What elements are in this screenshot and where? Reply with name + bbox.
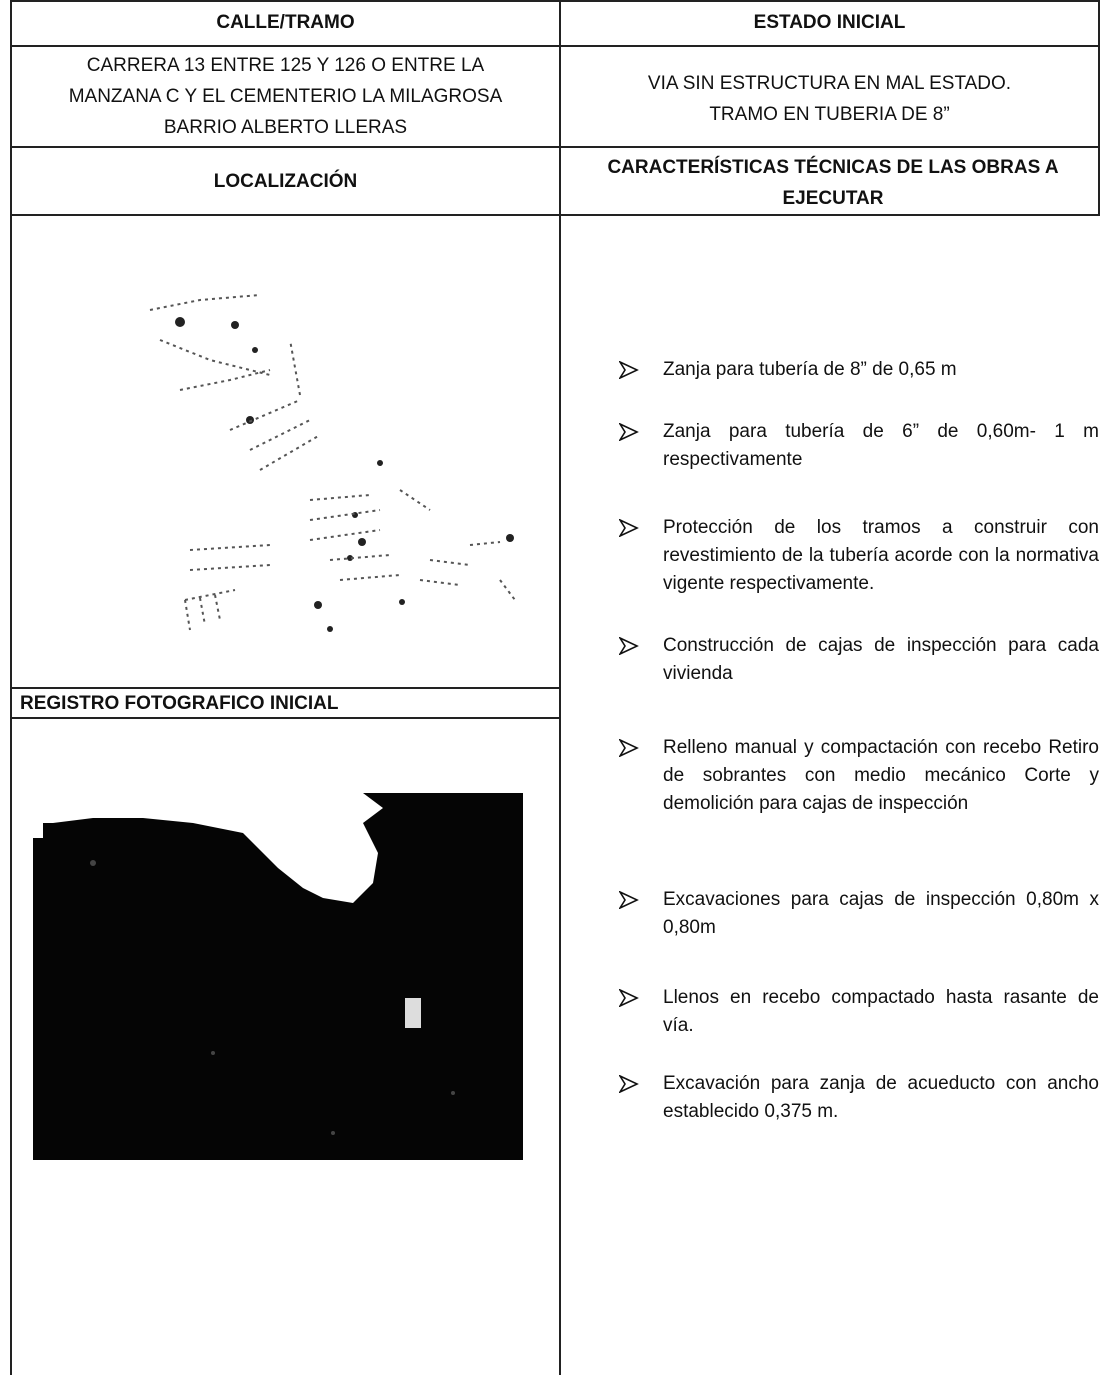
text-line: CARRERA 13 ENTRE 125 Y 126 O ENTRE LA — [86, 55, 485, 76]
bullet — [619, 891, 639, 909]
initial-photo — [33, 793, 523, 1160]
item-text: Llenos en recebo compactado hasta rasant… — [663, 987, 1099, 1036]
rule — [10, 717, 560, 719]
rule — [1098, 0, 1100, 215]
item-text: Zanja para tubería de 6” de 0,60m- 1 m r… — [663, 421, 1099, 470]
bullet — [619, 739, 639, 757]
header: ESTADO INICIAL — [753, 12, 906, 33]
section-header: CARACTERÍSTICAS TÉCNICAS DE LAS OBRAS A … — [607, 157, 1059, 209]
bullet — [619, 519, 639, 537]
rule — [10, 687, 560, 689]
rule — [10, 0, 1100, 2]
text-line: VIA SIN ESTRUCTURA EN MAL ESTADO. — [647, 73, 1012, 94]
text-line: BARRIO ALBERTO LLERAS — [163, 117, 408, 138]
item-text: Protección de los tramos a construir con… — [663, 517, 1099, 594]
rule — [10, 146, 1100, 148]
rule — [10, 45, 1100, 47]
bullet — [619, 1075, 639, 1093]
bullet — [619, 423, 639, 441]
section-header: LOCALIZACIÓN — [213, 171, 358, 192]
location-map — [149, 294, 516, 632]
text-line: TRAMO EN TUBERIA DE 8” — [709, 104, 950, 125]
item-text: Construcción de cajas de inspección para… — [663, 635, 1099, 684]
bullet — [619, 637, 639, 655]
item-text: Excavaciones para cajas de inspección 0,… — [663, 889, 1099, 938]
header: CALLE/TRAMO — [216, 12, 355, 33]
state-cell: VIA SIN ESTRUCTURA EN MAL ESTADO. TRAMO … — [561, 68, 1098, 130]
item-text: Relleno manual y compactación con recebo… — [663, 737, 1099, 814]
item-text: Excavación para zanja de acueducto con a… — [663, 1073, 1099, 1122]
bullet — [619, 989, 639, 1007]
rule — [10, 0, 12, 1375]
bullet — [619, 361, 639, 379]
item-text: Zanja para tubería de 8” de 0,65 m — [663, 359, 957, 380]
location-cell: CARRERA 13 ENTRE 125 Y 126 O ENTRE LA MA… — [12, 50, 559, 143]
text-line: MANZANA C Y EL CEMENTERIO LA MILAGROSA — [68, 86, 503, 107]
rule — [10, 214, 1100, 216]
rule — [559, 0, 561, 1375]
photo-header: REGISTRO FOTOGRAFICO INICIAL — [20, 693, 339, 714]
